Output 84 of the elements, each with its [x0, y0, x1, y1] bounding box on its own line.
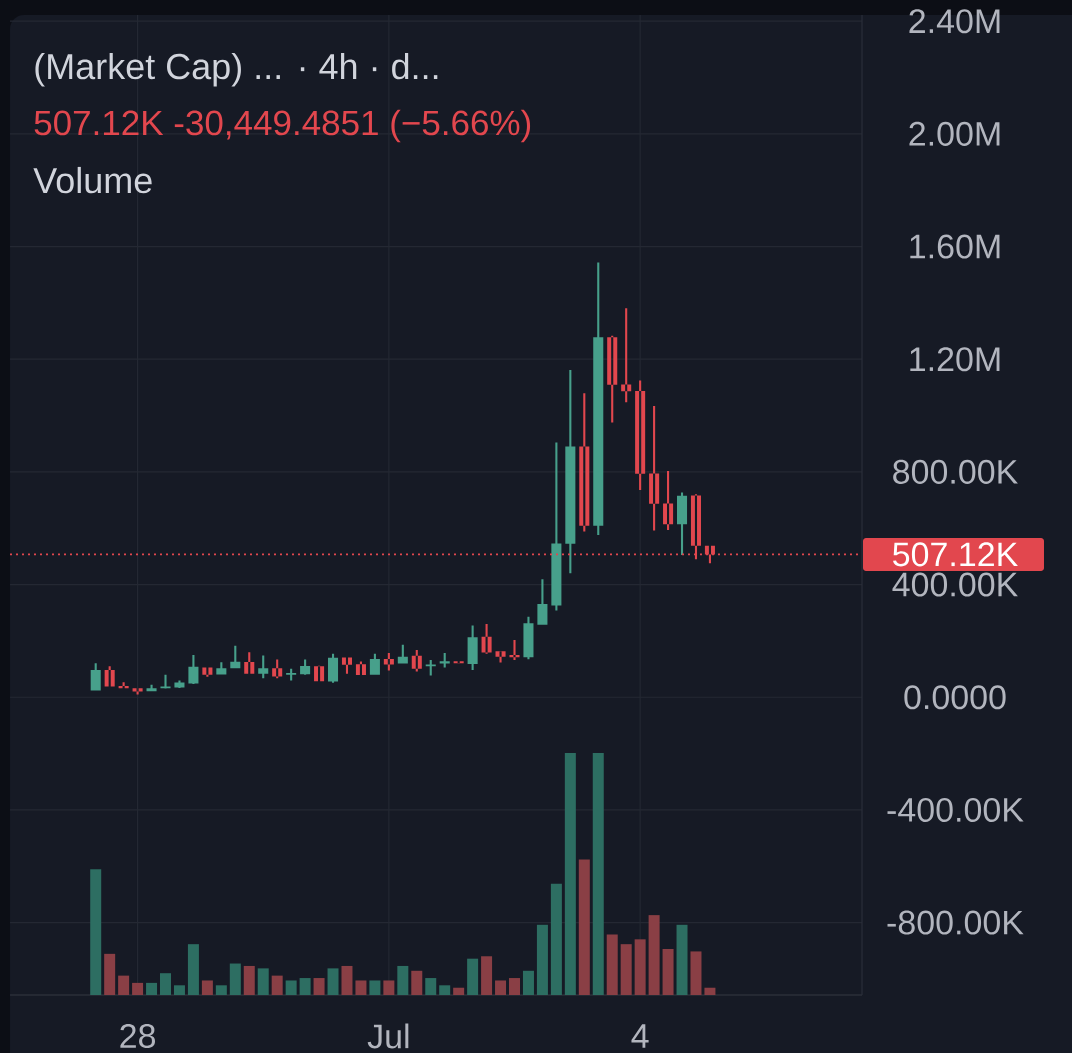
bar: [383, 980, 395, 995]
y-tick-label: 400.00K: [892, 572, 1018, 597]
chart-title: Volume: [33, 166, 152, 194]
bar: [369, 980, 381, 995]
x-tick-label: 4: [631, 1024, 649, 1048]
candlestick: [104, 666, 115, 687]
candlestick: [132, 688, 143, 695]
bar: [257, 968, 269, 995]
candlestick: [286, 668, 297, 681]
bar: [634, 939, 646, 995]
candlestick: [481, 624, 492, 654]
bar: [481, 956, 493, 995]
y-tick-label: 2.00M: [909, 121, 1000, 146]
x-tick-label: 28: [120, 1023, 156, 1049]
bar: [313, 978, 325, 995]
candlestick: [118, 682, 129, 689]
bar: [243, 965, 255, 995]
y-tick-label: 800.00K: [893, 459, 1018, 484]
bar: [146, 982, 158, 995]
bar: [341, 965, 353, 995]
y-tick-label: 0.0000: [904, 685, 1006, 710]
text: (Market Cap) ... · 4h · d...: [35, 52, 438, 87]
bar: [327, 968, 339, 995]
bar: [495, 980, 507, 995]
bar: [201, 980, 213, 995]
bar: [160, 973, 172, 995]
candlestick: [355, 661, 366, 675]
bar: [578, 859, 590, 995]
bar: [620, 944, 632, 995]
text: 507.12K -30,449.4851 (−5.66%): [34, 109, 531, 143]
candlestick: [495, 651, 506, 663]
candlestick: [649, 405, 660, 531]
candlestick: [509, 640, 520, 661]
candlestick: [621, 308, 632, 403]
candlestick: [202, 667, 213, 677]
bar: [425, 978, 437, 995]
bar: [606, 934, 618, 995]
bar: [285, 980, 297, 995]
bar: [648, 915, 660, 995]
bar: [592, 752, 604, 995]
candlestick: [383, 653, 394, 671]
y-tick-label: 1.60M: [910, 234, 1000, 259]
bar: [90, 869, 102, 995]
bar: [104, 953, 116, 995]
bar: [229, 963, 241, 995]
bar: [467, 958, 479, 995]
bar: [299, 978, 311, 995]
bar: [536, 924, 548, 995]
y-tick-label: -400.00K: [887, 797, 1024, 822]
candlestick: [244, 652, 255, 674]
bar: [704, 987, 716, 995]
ref-line-label: 507.12K: [893, 542, 1018, 567]
y-tick-label: 2.40M: [909, 9, 1000, 34]
bar: [439, 985, 451, 995]
bar: [397, 965, 409, 995]
y-tick-label: -800.00K: [887, 910, 1024, 935]
candlestick: [579, 393, 590, 532]
bar: [509, 978, 520, 995]
bar: [550, 883, 562, 995]
candlestick: [635, 380, 646, 490]
bar: [411, 970, 423, 995]
bar: [662, 949, 674, 995]
bar: [690, 951, 702, 995]
candlestick: [411, 649, 422, 672]
bar: [187, 944, 199, 995]
x-tick-label: Jul: [367, 1023, 409, 1049]
candlestick: [272, 659, 283, 679]
bar: [522, 970, 534, 995]
bar: [215, 985, 227, 995]
bar: [676, 924, 688, 995]
candlestick: [314, 665, 325, 682]
y-tick-label: 1.20M: [910, 347, 1000, 372]
bar: [564, 752, 576, 995]
bar: [118, 975, 130, 995]
bar: [173, 985, 185, 995]
bar: [271, 975, 283, 995]
candlestick: [453, 661, 464, 664]
candlestick: [607, 335, 618, 423]
candlestick: [663, 471, 674, 530]
bar: [453, 987, 465, 995]
candlestick: [341, 657, 353, 674]
bar: [355, 980, 367, 995]
bar: [132, 982, 144, 995]
candlestick: [160, 674, 171, 689]
